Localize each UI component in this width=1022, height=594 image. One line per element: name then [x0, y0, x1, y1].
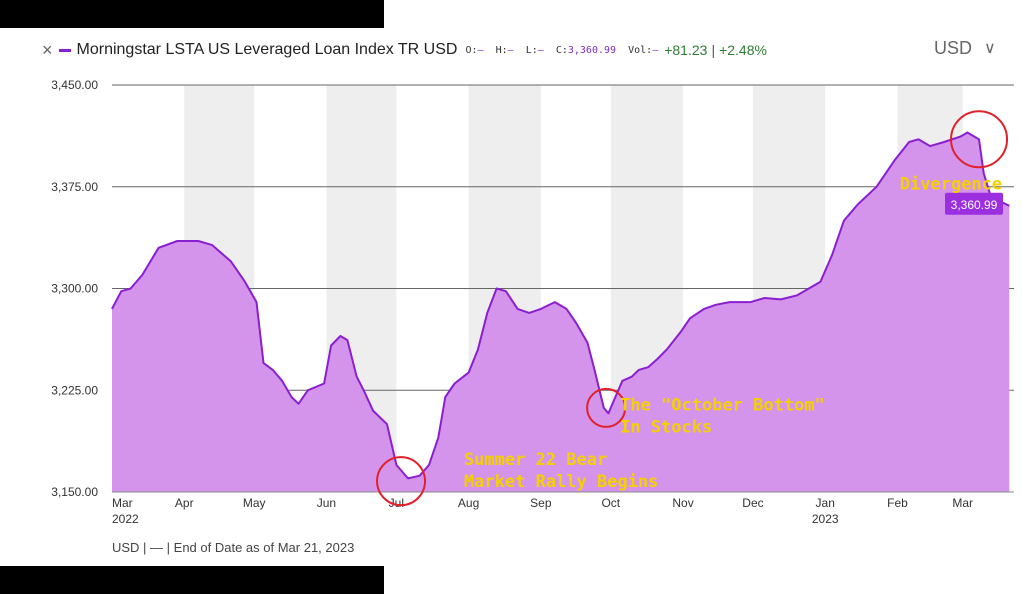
close-icon[interactable]: × [42, 40, 53, 60]
y-tick-label: 3,150.00 [51, 485, 98, 499]
area-fill [112, 132, 1010, 492]
annotation-text: Summer 22 Bear [464, 450, 607, 470]
annotation-text: Market Rally Begins [464, 472, 658, 492]
black-bar-top [0, 0, 384, 28]
x-tick-label: Jan [816, 496, 835, 510]
high-value: — [507, 44, 514, 56]
x-tick-label: Aug [458, 496, 479, 510]
low-label: L: [525, 44, 538, 56]
x-tick-label: Mar [952, 496, 973, 510]
change-value: +81.23 [664, 42, 708, 58]
black-bar-bottom [0, 566, 384, 594]
annotation-circle [586, 387, 627, 428]
chevron-down-icon[interactable]: ∨ [984, 40, 996, 57]
change-percent: +2.48% [719, 42, 767, 58]
index-title: Morningstar LSTA US Leveraged Loan Index… [76, 41, 458, 58]
last-value-label: 3,360.99 [951, 198, 998, 212]
x-tick-label: Mar [112, 496, 133, 510]
close-label: C: [555, 44, 568, 56]
annotation-text: In Stocks [620, 418, 712, 438]
low-value: — [537, 44, 544, 56]
ohlc-readout: O:— H:— L:— C:3,360.99 Vol:— [465, 45, 658, 56]
high-label: H: [495, 44, 508, 56]
series-line [111, 131, 1010, 480]
x-tick-label: May [243, 496, 266, 510]
chart-header: × Morningstar LSTA US Leveraged Loan Ind… [42, 38, 1022, 62]
x-tick-label: Dec [742, 496, 763, 510]
x-tick-label: Jul [389, 496, 404, 510]
x-year-label: 2023 [812, 512, 839, 526]
change-separator: | [711, 42, 716, 58]
x-tick-label: Jun [317, 496, 336, 510]
x-tick-label: Sep [530, 496, 552, 510]
last-value-badge [945, 192, 1003, 215]
x-tick-label: Oct [601, 496, 620, 510]
currency-select[interactable]: USD [934, 38, 973, 58]
close-value: 3,360.99 [567, 44, 617, 56]
annotation-circle [376, 456, 427, 507]
x-tick-label: Feb [887, 496, 908, 510]
volume-label: Vol: [628, 44, 653, 56]
annotation-circle [950, 110, 1009, 169]
annotation-text: The "October Bottom" [620, 396, 825, 416]
open-value: — [477, 44, 484, 56]
y-tick-label: 3,225.00 [51, 383, 98, 397]
annotation-text: Divergence [900, 174, 1002, 194]
series-swatch [58, 48, 71, 52]
y-tick-label: 3,300.00 [51, 282, 98, 296]
open-label: O: [465, 44, 478, 56]
x-year-label: 2022 [112, 512, 139, 526]
x-tick-label: Nov [672, 496, 693, 510]
volume-value: — [652, 44, 659, 56]
y-tick-label: 3,450.00 [51, 78, 98, 92]
y-tick-label: 3,375.00 [51, 180, 98, 194]
chart-footer: USD | — | End of Date as of Mar 21, 2023 [112, 540, 355, 555]
x-tick-label: Apr [175, 496, 194, 510]
